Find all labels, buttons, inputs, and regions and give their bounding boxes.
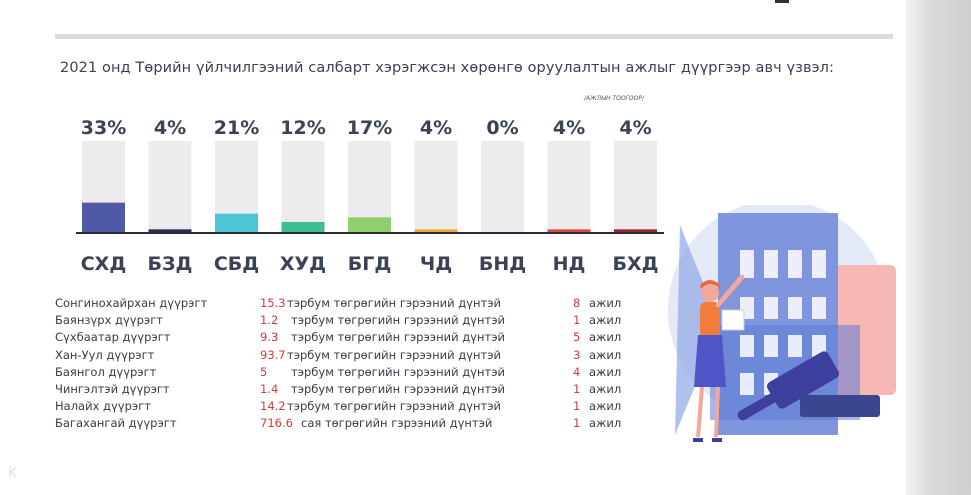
- category-label: БЗД: [148, 253, 193, 275]
- district-bar-chart: 33% СХД 4% БЗД 21% СБД 12% ХУД 17% БГД 4% ЧД 0% БНД 4%…: [76, 117, 664, 275]
- district-name: Баянзүрх дүүрэгт: [55, 313, 163, 328]
- category-label: ЧД: [420, 253, 452, 275]
- table-row: Чингэлтэй дүүрэгт 1.4 тэрбум төгрөгийн г…: [55, 382, 635, 399]
- decor-triangle: [675, 225, 720, 435]
- work-label: ажил: [589, 330, 622, 345]
- bar-4: [348, 217, 391, 233]
- bar-3: [281, 221, 325, 233]
- amount-unit: сая төгрөгийн гэрээний дүнтэй: [301, 416, 493, 431]
- unit-note: /АЖЛЫН ТООГООР/: [584, 95, 644, 102]
- category-label: НД: [553, 253, 586, 275]
- page-edge-shadow: [906, 0, 971, 495]
- work-label: ажил: [589, 399, 622, 414]
- district-name: Багахангай дүүрэгт: [55, 416, 177, 431]
- gavel-icon: [737, 351, 880, 421]
- table-row: Багахангай дүүрэгт 716.6 сая төгрөгийн г…: [55, 416, 635, 433]
- data-label: 21%: [214, 117, 259, 139]
- work-label: ажил: [589, 416, 622, 431]
- contract-amount: 15.3: [260, 296, 286, 310]
- amount-unit: тэрбум төгрөгийн гэрээний дүнтэй: [291, 381, 505, 396]
- contract-amount: 5: [260, 364, 268, 379]
- data-label: 33%: [81, 117, 126, 139]
- table-row: Баянгол дүүрэгт 5 тэрбум төгрөгийн гэрээ…: [55, 365, 635, 382]
- work-label: ажил: [589, 347, 622, 362]
- work-count: 1: [573, 381, 581, 396]
- category-label: БНД: [479, 253, 526, 275]
- data-label: 0%: [486, 117, 518, 139]
- watermark-glyph: K: [8, 466, 17, 481]
- work-count: 1: [573, 399, 581, 414]
- work-count: 8: [573, 296, 581, 310]
- bar-track: [414, 141, 458, 233]
- bar-track: [614, 141, 657, 233]
- category-label: ХУД: [280, 253, 326, 275]
- bar-track: [281, 141, 325, 233]
- work-label: ажил: [589, 296, 622, 310]
- bar-track: [148, 141, 192, 233]
- work-count: 1: [573, 313, 581, 328]
- contract-amount: 716.6: [260, 416, 293, 431]
- bar-2: [215, 213, 258, 233]
- amount-unit: тэрбум төгрөгийн гэрээний дүнтэй: [291, 330, 505, 345]
- category-label: БХД: [612, 253, 658, 275]
- bar-5: [414, 229, 458, 233]
- district-name: Сонгинохайрхан дүүрэгт: [55, 296, 208, 310]
- contract-amount: 9.3: [260, 330, 279, 345]
- construction-illustration: [668, 205, 896, 442]
- district-table: Сонгинохайрхан дүүрэгт 15.3 тэрбум төгрө…: [55, 296, 635, 434]
- category-label: СХД: [81, 253, 127, 275]
- table-row: Налайх дүүрэгт 14.2 тэрбум төгрөгийн гэр…: [55, 399, 635, 416]
- data-label: 4%: [154, 117, 186, 139]
- top-divider: [55, 34, 893, 39]
- work-label: ажил: [589, 364, 622, 379]
- top-mark: [775, 0, 789, 3]
- work-count: 4: [573, 364, 581, 379]
- category-label: БГД: [348, 253, 392, 275]
- district-name: Баянгол дүүрэгт: [55, 364, 157, 379]
- contract-amount: 1.2: [260, 313, 279, 328]
- amount-unit: тэрбум төгрөгийн гэрээний дүнтэй: [291, 364, 505, 379]
- work-label: ажил: [589, 381, 622, 396]
- category-label: СБД: [214, 253, 259, 275]
- amount-unit: тэрбум төгрөгийн гэрээний дүнтэй: [291, 313, 505, 328]
- work-count: 1: [573, 416, 581, 431]
- contract-amount: 14.2: [260, 399, 286, 414]
- contract-amount: 93.7: [260, 347, 286, 362]
- bar-7: [547, 229, 591, 233]
- district-name: Налайх дүүрэгт: [55, 399, 151, 414]
- contract-amount: 1.4: [260, 381, 279, 396]
- work-label: ажил: [589, 313, 622, 328]
- data-label: 4%: [619, 117, 651, 139]
- chart-heading: 2021 онд Төрийн үйлчилгээний салбарт хэр…: [60, 60, 835, 76]
- data-label: 4%: [553, 117, 585, 139]
- table-row: Баянзүрх дүүрэгт 1.2 тэрбум төгрөгийн гэ…: [55, 313, 635, 330]
- bar-track: [547, 141, 591, 233]
- data-label: 17%: [347, 117, 392, 139]
- table-row: Сонгинохайрхан дүүрэгт 15.3 тэрбум төгрө…: [55, 296, 635, 313]
- district-name: Сүхбаатар дүүрэгт: [55, 330, 171, 345]
- bar-1: [148, 229, 192, 233]
- amount-unit: тэрбум төгрөгийн гэрээний дүнтэй: [287, 296, 501, 310]
- table-row: Хан-Уул дүүрэгт 93.7 тэрбум төгрөгийн гэ…: [55, 348, 635, 365]
- woman-figure: [693, 274, 745, 442]
- amount-unit: тэрбум төгрөгийн гэрээний дүнтэй: [287, 347, 501, 362]
- work-count: 3: [573, 347, 581, 362]
- data-label: 4%: [420, 117, 452, 139]
- work-count: 5: [573, 330, 581, 345]
- bar-8: [614, 229, 657, 233]
- bar-0: [82, 202, 125, 233]
- data-label: 12%: [280, 117, 325, 139]
- bar-track: [481, 141, 524, 233]
- amount-unit: тэрбум төгрөгийн гэрээний дүнтэй: [287, 399, 501, 414]
- district-name: Чингэлтэй дүүрэгт: [55, 381, 170, 396]
- district-name: Хан-Уул дүүрэгт: [55, 347, 155, 362]
- table-row: Сүхбаатар дүүрэгт 9.3 тэрбум төгрөгийн г…: [55, 330, 635, 347]
